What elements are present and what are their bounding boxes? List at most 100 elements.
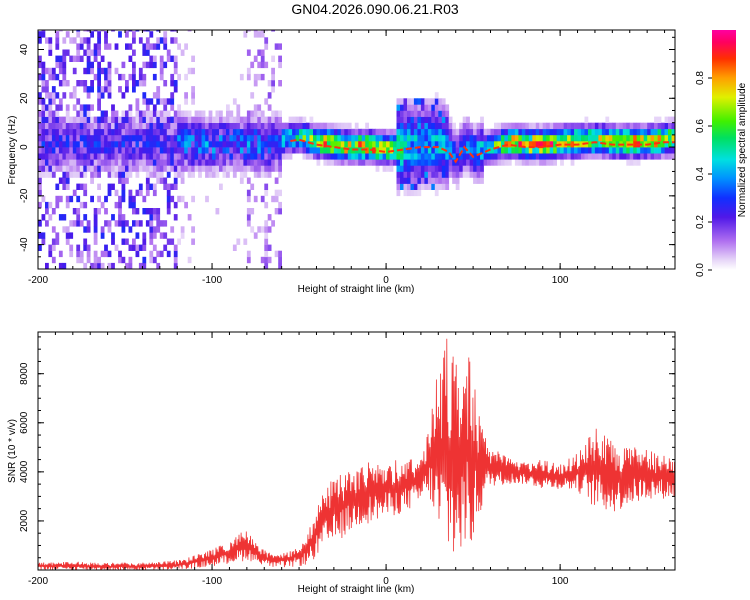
heatmap-cell <box>76 141 81 148</box>
heatmap-cell <box>507 128 512 136</box>
heatmap-cell <box>72 104 77 111</box>
heatmap-cell <box>138 244 143 251</box>
heatmap-cell <box>302 153 307 160</box>
heatmap-cell <box>668 141 672 148</box>
heatmap-cell <box>640 128 644 136</box>
heatmap-cell <box>152 165 157 172</box>
heatmap-cell <box>264 98 269 105</box>
heatmap-cell <box>51 226 56 233</box>
heatmap-cell <box>58 177 63 184</box>
heatmap-cell <box>253 159 258 166</box>
heatmap-cell <box>138 220 143 227</box>
heatmap-cell <box>149 171 154 178</box>
heatmap-cell <box>379 128 383 136</box>
heatmap-cell <box>501 134 505 142</box>
heatmap-cell <box>253 147 258 154</box>
heatmap-cell <box>601 134 606 142</box>
heatmap-cell <box>431 153 436 160</box>
heatmap-cell <box>229 165 234 172</box>
heatmap-cell <box>41 61 46 69</box>
heatmap-cell <box>354 122 359 130</box>
heatmap-cell <box>138 37 143 44</box>
heatmap-cell <box>86 226 91 233</box>
heatmap-cell <box>650 153 655 160</box>
heatmap-cell <box>149 183 154 190</box>
heatmap-cell <box>546 122 550 130</box>
heatmap-cell <box>173 134 178 142</box>
heatmap-cell <box>83 134 88 142</box>
heatmap-cell <box>125 177 129 184</box>
heatmap-cell <box>250 92 255 99</box>
heatmap-cell <box>173 201 178 209</box>
heatmap-cell <box>424 116 429 123</box>
heatmap-cell <box>434 159 439 166</box>
heatmap-cell <box>114 220 119 227</box>
heatmap-cell <box>135 220 140 227</box>
heatmap-cell <box>135 104 140 111</box>
heatmap-cell <box>278 55 282 62</box>
heatmap-cell <box>271 30 275 32</box>
heatmap-cell <box>97 98 101 105</box>
heatmap-cell <box>424 153 429 160</box>
heatmap-cell <box>487 134 491 142</box>
heatmap-cell <box>156 92 161 99</box>
heatmap-cell <box>278 128 282 136</box>
heatmap-cell <box>246 189 251 197</box>
heatmap-cell <box>473 134 477 142</box>
heatmap-cell <box>138 147 143 154</box>
heatmap-cell <box>431 177 436 184</box>
heatmap-cell <box>462 141 467 148</box>
heatmap-cell <box>295 134 300 142</box>
heatmap-cell <box>267 116 272 123</box>
heatmap-cell <box>448 134 453 142</box>
heatmap-cell <box>170 153 175 160</box>
heatmap-cell <box>121 238 126 245</box>
heatmap-cell <box>86 134 91 142</box>
heatmap-cell <box>403 189 408 197</box>
colorbar-ticks <box>708 77 712 271</box>
heatmap-cell <box>191 98 195 105</box>
heatmap-cell <box>424 98 429 105</box>
heatmap-cell <box>121 195 126 203</box>
heatmap-cell <box>396 171 401 178</box>
heatmap-cell <box>100 226 105 233</box>
heatmap-cell <box>487 141 491 148</box>
heatmap-cell <box>83 226 88 233</box>
heatmap-cell <box>145 116 150 123</box>
heatmap-cell <box>570 153 575 160</box>
heatmap-cell <box>441 183 446 190</box>
heatmap-cell <box>107 183 112 190</box>
heatmap-cell <box>560 141 564 148</box>
heatmap-cell <box>361 141 366 148</box>
heatmap-cell <box>528 141 533 148</box>
heatmap-cell <box>152 214 157 221</box>
heatmap-cell <box>215 110 220 117</box>
heatmap-cell <box>173 80 178 87</box>
heatmap-cell <box>118 141 122 148</box>
heatmap-cell <box>107 250 112 258</box>
heatmap-cell <box>671 116 675 123</box>
heatmap-cell <box>128 201 133 209</box>
heatmap-cell <box>79 104 84 111</box>
heatmap-cell <box>159 165 164 172</box>
heatmap-cell <box>257 159 262 166</box>
heatmap-cell <box>208 134 213 142</box>
heatmap-cell <box>180 116 185 123</box>
heatmap-cell <box>250 141 255 148</box>
heatmap-cell <box>156 134 161 142</box>
heatmap-cell <box>400 171 404 178</box>
heatmap-cell <box>156 171 161 178</box>
heatmap-cell <box>198 165 202 172</box>
heatmap-cell <box>584 134 589 142</box>
heatmap-cell <box>553 159 557 166</box>
heatmap-cell <box>100 110 105 117</box>
heatmap-cell <box>118 256 122 264</box>
heatmap-cell <box>330 141 335 148</box>
heatmap-cell <box>333 159 338 166</box>
heatmap-cell <box>79 110 84 117</box>
heatmap-cell <box>83 189 88 197</box>
heatmap-cell <box>93 73 98 81</box>
heatmap-cell <box>62 262 67 269</box>
heatmap-cell <box>90 86 94 93</box>
heatmap-cell <box>180 226 185 233</box>
